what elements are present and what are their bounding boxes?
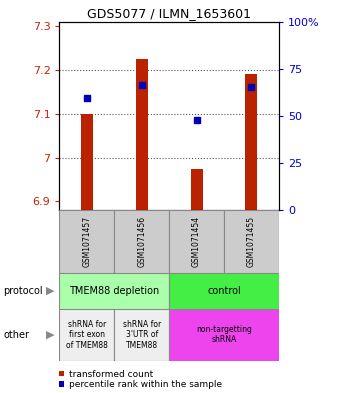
- Text: protocol: protocol: [3, 286, 43, 296]
- Bar: [245, 74, 257, 210]
- Text: non-targetting
shRNA: non-targetting shRNA: [196, 325, 252, 344]
- Text: control: control: [207, 286, 241, 296]
- Bar: [169, 309, 279, 361]
- Text: ▶: ▶: [46, 330, 54, 340]
- Text: shRNA for
first exon
of TMEM88: shRNA for first exon of TMEM88: [66, 320, 108, 349]
- Text: transformed count: transformed count: [69, 370, 153, 379]
- Bar: [114, 210, 169, 273]
- Bar: [169, 210, 224, 273]
- Bar: [169, 273, 279, 309]
- Bar: [136, 59, 148, 210]
- Text: GSM1071457: GSM1071457: [82, 216, 91, 267]
- Bar: [190, 169, 203, 210]
- Bar: [81, 114, 93, 210]
- Text: GSM1071454: GSM1071454: [192, 216, 201, 267]
- Bar: [59, 273, 169, 309]
- Text: GSM1071456: GSM1071456: [137, 216, 146, 267]
- Text: other: other: [3, 330, 29, 340]
- Bar: [59, 210, 114, 273]
- Text: shRNA for
3'UTR of
TMEM88: shRNA for 3'UTR of TMEM88: [123, 320, 161, 349]
- Bar: [59, 309, 114, 361]
- Bar: [114, 309, 169, 361]
- Text: percentile rank within the sample: percentile rank within the sample: [69, 380, 222, 389]
- Text: TMEM88 depletion: TMEM88 depletion: [69, 286, 159, 296]
- Title: GDS5077 / ILMN_1653601: GDS5077 / ILMN_1653601: [87, 7, 251, 20]
- Bar: [224, 210, 279, 273]
- Text: GSM1071455: GSM1071455: [247, 216, 256, 267]
- Text: ▶: ▶: [46, 286, 54, 296]
